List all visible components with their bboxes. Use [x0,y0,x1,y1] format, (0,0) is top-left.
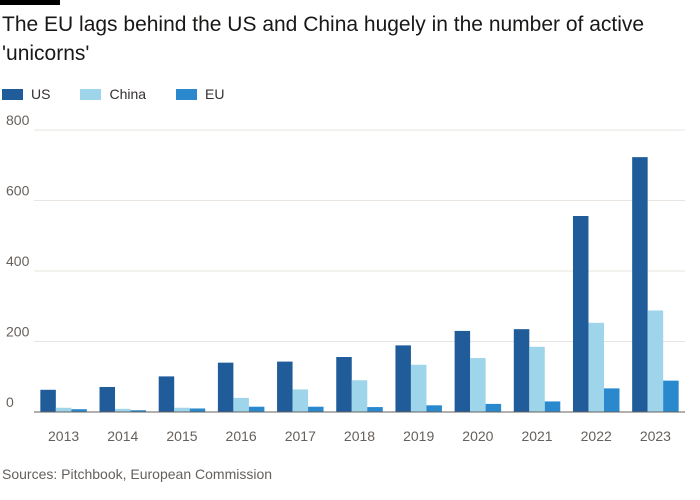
legend-swatch-us [2,88,23,100]
x-tick-label: 2022 [581,428,612,444]
bar-china-2016 [233,397,249,412]
x-tick-label: 2018 [344,428,375,444]
x-tick-label: 2019 [403,428,434,444]
bars [34,157,685,413]
legend: US China EU [2,86,255,102]
legend-item-eu: EU [176,86,225,102]
bar-china-2019 [410,364,427,412]
source-note: Sources: Pitchbook, European Commission [2,466,273,482]
bar-eu-2015 [189,408,206,412]
bar-us-2020 [454,330,471,412]
x-tick-label: 2020 [462,428,493,444]
x-tick-label: 2017 [285,428,316,444]
y-tick-label: 200 [6,324,30,340]
legend-item-china: China [80,86,146,102]
legend-swatch-china [80,88,102,100]
bar-eu-2013 [71,409,87,412]
x-tick-label: 2021 [521,428,552,444]
bar-eu-2022 [603,388,620,412]
bar-us-2017 [277,361,293,412]
legend-item-us: US [2,86,50,102]
y-tick-label: 800 [6,112,30,128]
x-tick-label: 2023 [640,428,671,444]
x-tick-label: 2013 [48,428,79,444]
bar-china-2017 [292,389,309,412]
chart-title: The EU lags behind the US and China huge… [2,13,645,65]
bar-china-2013 [55,407,72,412]
legend-label-china: China [109,86,147,102]
x-tick-label: 2016 [226,428,257,444]
bar-china-2014 [115,408,131,412]
bar-us-2021 [513,329,530,412]
bar-eu-2017 [308,406,324,412]
bar-us-2022 [572,216,589,412]
y-tick-label: 0 [6,394,14,410]
bar-eu-2016 [248,406,265,412]
legend-label-us: US [31,86,51,102]
x-tick-labels: 2013 2014 2015 2016 2017 2018 2019 2020 2021 2022… [48,428,671,444]
bar-eu-2023 [663,380,679,412]
bar-china-2023 [647,310,664,412]
bar-china-2021 [529,346,545,412]
bar-eu-2021 [544,401,561,412]
legend-label-eu: EU [205,86,225,102]
x-tick-label: 2015 [166,428,197,444]
y-tick-label: 600 [6,183,30,199]
bar-china-2022 [588,322,604,412]
bar-eu-2018 [367,407,383,412]
bar-us-2015 [158,376,175,412]
legend-swatch-eu [176,88,198,100]
y-tick-labels: 0 200 400 600 800 [6,112,30,410]
bar-china-2018 [351,380,368,412]
bar-china-2020 [470,358,486,412]
x-tick-label: 2014 [107,428,138,444]
y-tick-label: 400 [6,253,30,269]
top-accent-bar [0,0,60,5]
bar-us-2014 [99,386,116,412]
bar-china-2015 [174,407,190,412]
bar-eu-2019 [426,405,442,412]
bar-eu-2020 [485,403,502,412]
bar-us-2016 [217,362,234,412]
bar-us-2018 [336,357,352,412]
bar-eu-2014 [130,410,147,412]
bar-us-2013 [40,389,56,412]
bar-us-2023 [632,157,648,412]
bar-us-2019 [395,345,411,412]
